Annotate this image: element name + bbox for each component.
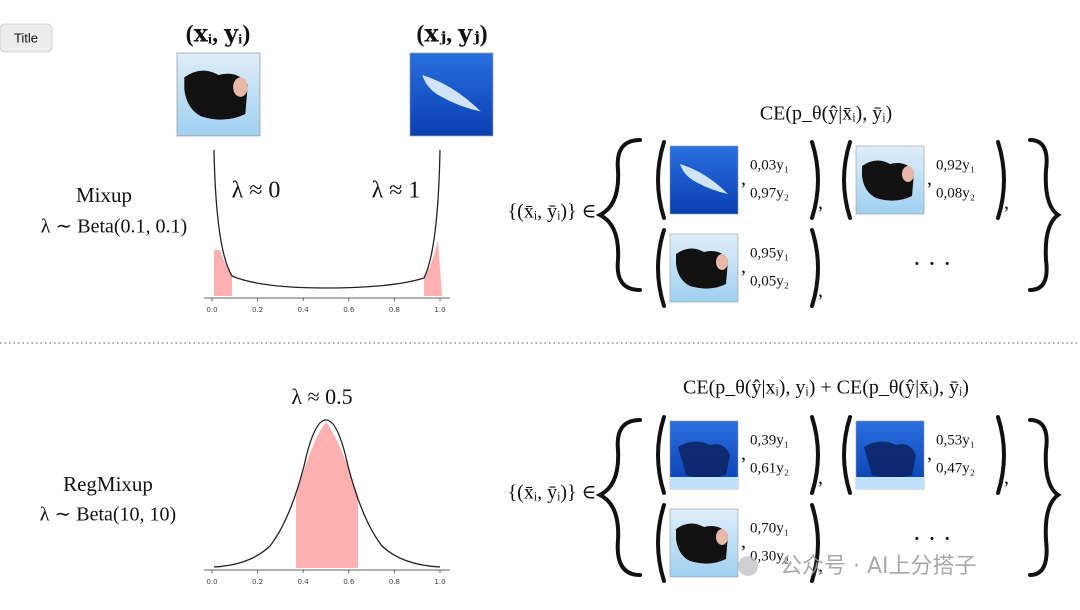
image-shark — [409, 52, 494, 137]
region-fill — [214, 250, 232, 296]
weight: 0,47y₂ — [936, 460, 975, 476]
image — [669, 145, 739, 215]
image — [855, 145, 925, 215]
method-name: Mixup — [76, 183, 132, 207]
text: , — [818, 467, 823, 489]
method-name: RegMixup — [63, 472, 153, 496]
tick-label: 0.6 — [343, 578, 355, 586]
image — [855, 420, 925, 490]
distribution: λ ∼ Beta(10, 10) — [40, 504, 176, 526]
annotation: λ ≈ 0.5 — [291, 384, 352, 409]
text: , — [818, 555, 823, 577]
parenthesis — [656, 140, 666, 220]
brace — [1028, 138, 1062, 292]
distribution: λ ∼ Beta(0.1, 0.1) — [41, 216, 187, 238]
weight: 0,95y₁ — [750, 245, 789, 261]
tick-label: 0.4 — [298, 306, 310, 314]
parenthesis — [810, 415, 820, 495]
punctuation: , — [741, 443, 746, 465]
watermark: 公众号 · AI上分搭子 — [780, 554, 977, 579]
objective: CE(p_θ(ŷ|xᵢ), yᵢ) + CE(p_θ(ŷ|x̄ᵢ), ȳᵢ) — [683, 377, 969, 399]
text: , — [1004, 467, 1009, 489]
ticks: 0.0 0.2 0.4 0.6 0.8 1.0 — [206, 570, 446, 586]
brace — [595, 138, 642, 292]
tick-label: 0.2 — [252, 306, 263, 314]
text: , — [818, 280, 823, 302]
ellipsis: · · · — [913, 249, 952, 278]
objective: CE(p_θ(ŷ|x̄ᵢ), ȳᵢ) — [760, 103, 892, 125]
set-prefix: {(x̄ᵢ, ȳᵢ)} ∈ — [508, 482, 597, 504]
weight: 0,08y₂ — [936, 185, 975, 201]
tick-label: 0.0 — [206, 578, 217, 586]
brace — [1028, 418, 1062, 577]
image — [669, 420, 739, 490]
weight: 0,61y₂ — [750, 460, 789, 476]
parenthesis — [810, 503, 820, 583]
tick-label: 0.2 — [252, 578, 263, 586]
parenthesis — [842, 140, 852, 220]
weight: 0,30y₂ — [750, 548, 789, 564]
weight: 0,70y₁ — [750, 520, 789, 536]
parenthesis — [656, 228, 666, 308]
tick-label: 1.0 — [434, 578, 445, 586]
parenthesis — [656, 503, 666, 583]
set-prefix: {(x̄ᵢ, ȳᵢ)} ∈ — [508, 201, 597, 223]
weight: 0,92y₁ — [936, 157, 975, 173]
text: , — [1004, 192, 1009, 214]
punctuation: , — [741, 256, 746, 278]
parenthesis — [810, 140, 820, 220]
punctuation: , — [741, 531, 746, 553]
weight: 0,53y₁ — [936, 432, 975, 448]
ellipsis: · · · — [913, 524, 952, 553]
tick-label: 0.6 — [343, 306, 355, 314]
tick-label: 1.0 — [434, 306, 445, 314]
weight: 0,03y₁ — [750, 157, 789, 173]
parenthesis — [656, 415, 666, 495]
region-fill — [296, 422, 358, 568]
punctuation: , — [927, 168, 932, 190]
density-curve — [213, 419, 441, 568]
pair-label: (𝐱ᵢ, 𝐲ᵢ) — [186, 22, 251, 48]
parenthesis — [996, 415, 1006, 495]
weight: 0,97y₂ — [750, 185, 789, 201]
ticks: 0.0 0.2 0.4 0.6 0.8 1.0 — [206, 298, 446, 314]
parenthesis — [810, 228, 820, 308]
weight: 0,39y₁ — [750, 432, 789, 448]
parenthesis — [842, 415, 852, 495]
annotation: λ ≈ 1 — [372, 178, 421, 204]
title-button-label[interactable]: Title — [14, 30, 38, 45]
brace — [595, 418, 642, 577]
region-fill — [424, 240, 442, 296]
parenthesis — [996, 140, 1006, 220]
punctuation: , — [741, 168, 746, 190]
weight: 0,05y₂ — [750, 273, 789, 289]
tick-label: 0.8 — [389, 306, 400, 314]
tick-label: 0.8 — [389, 578, 400, 586]
density-curve — [213, 149, 441, 289]
pair-label: (𝐱ⱼ, 𝐲ⱼ) — [416, 22, 487, 48]
image — [669, 508, 739, 578]
annotation: λ ≈ 0 — [232, 178, 281, 204]
image — [669, 233, 739, 303]
title-button[interactable] — [0, 23, 53, 53]
text: , — [818, 192, 823, 214]
tick-label: 0.0 — [206, 306, 217, 314]
image-dog — [176, 52, 261, 137]
tick-label: 0.4 — [298, 578, 310, 586]
watermark-icon — [738, 556, 758, 576]
punctuation: , — [927, 443, 932, 465]
